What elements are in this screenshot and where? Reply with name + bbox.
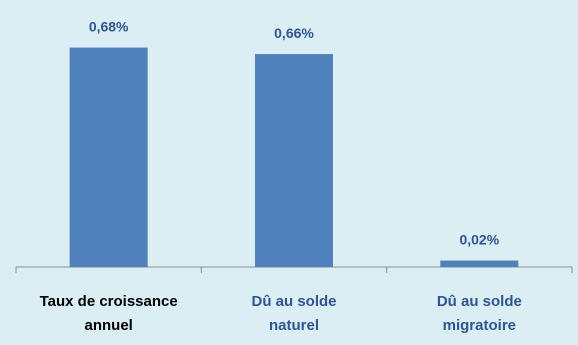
category-label: Dû au solde [437,293,522,310]
category-labels: Taux de croissance annuel Dû au solde natur… [40,293,522,334]
bar [69,47,148,267]
data-label: 0,02% [459,232,499,248]
category-label: migratoire [443,317,516,334]
category-label: Taux de croissance [40,293,178,310]
category-label: Dû au solde [251,293,336,310]
axis-ticks [15,267,573,273]
bar [440,260,519,267]
bars-group [69,47,519,267]
category-label: naturel [269,317,319,334]
bar [255,54,333,267]
data-labels: 0,68% 0,66% 0,02% [89,19,500,248]
data-label: 0,68% [89,19,129,35]
data-label: 0,66% [274,25,314,41]
category-label: annuel [84,317,132,334]
